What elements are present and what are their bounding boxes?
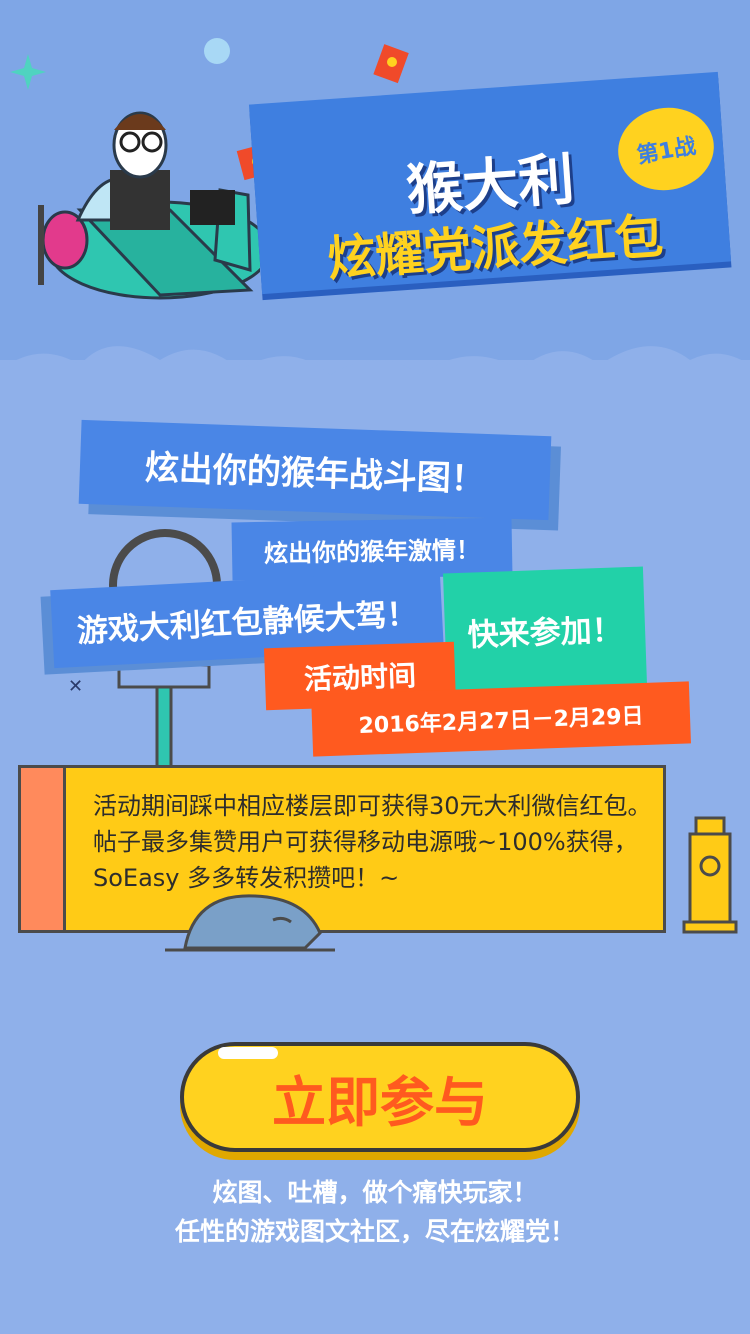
time-range-tag: 2016年2月27日－2月29日 (311, 681, 691, 757)
close-icon: ✕ (68, 676, 84, 697)
info-text: 活动期间踩中相应楼层即可获得30元大利微信红包。帖子最多集赞用户可获得移动电源哦… (93, 792, 652, 892)
fire-hydrant-illustration (682, 816, 738, 934)
join-now-button[interactable]: 立即参与 (180, 1042, 580, 1152)
airplane-illustration (38, 111, 260, 300)
slogan-line1: 炫图、吐槽，做个痛快玩家！ (212, 1178, 538, 1207)
mole-illustration (165, 894, 335, 952)
info-stripe (21, 768, 66, 930)
bubble-decoration (204, 38, 230, 64)
red-envelope-icon (373, 44, 409, 84)
sub-tag: 炫出你的猴年激情！ (231, 517, 513, 581)
info-box: 活动期间踩中相应楼层即可获得30元大利微信红包。帖子最多集赞用户可获得移动电源哦… (18, 765, 666, 933)
button-shine (218, 1047, 278, 1059)
sparkle-icon (10, 54, 46, 90)
slogan-line2: 任性的游戏图文社区，尽在炫耀党！ (174, 1217, 575, 1246)
headline-tag: 炫出你的猴年战斗图！ (78, 419, 552, 521)
join-tag: 快来参加！ (443, 566, 647, 692)
